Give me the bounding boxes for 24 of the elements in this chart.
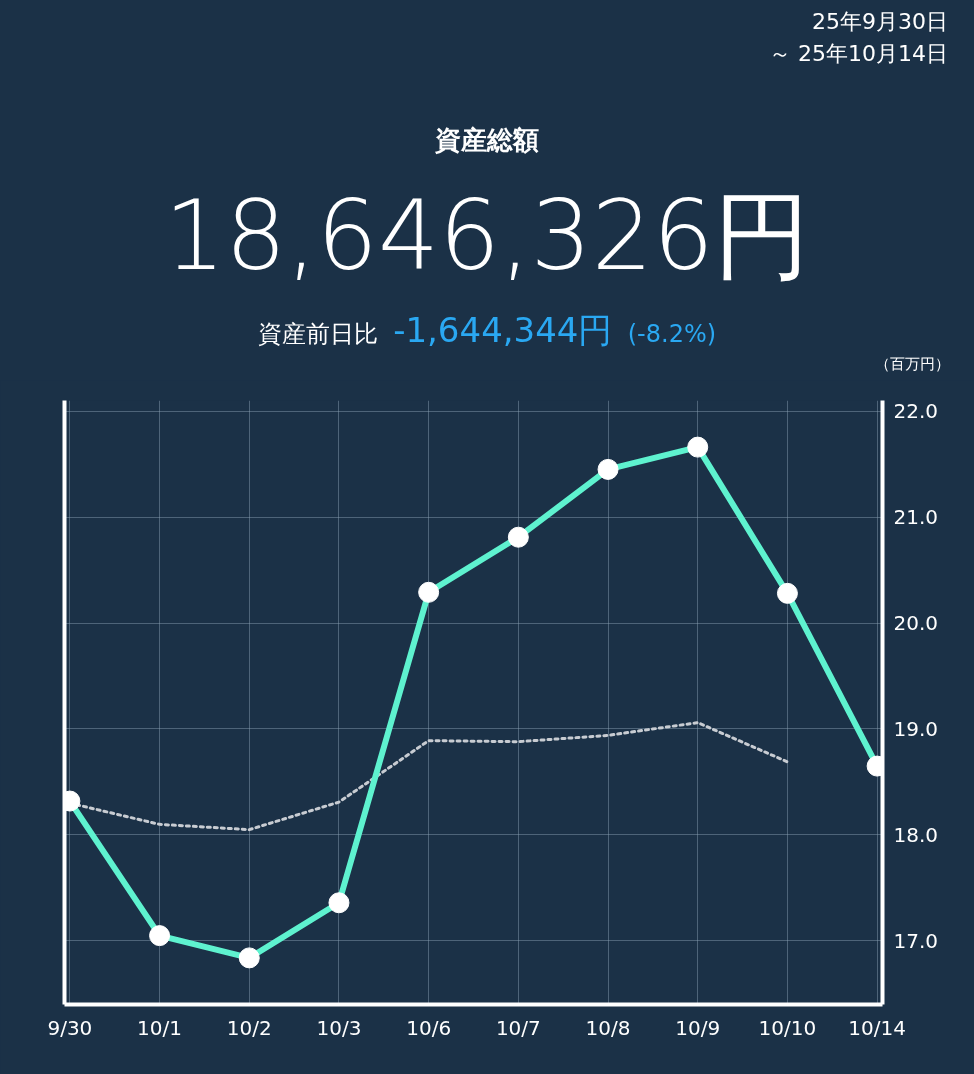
x-tick-label: 10/3 xyxy=(316,1015,362,1040)
text: -1,644,344円 xyxy=(393,310,613,350)
x-tick-label: 10/7 xyxy=(495,1015,541,1040)
x-tick-label: 10/2 xyxy=(226,1015,272,1040)
x-tick-label: 10/10 xyxy=(758,1015,817,1040)
chart-subtitle: 18,646,326円 xyxy=(163,179,811,294)
y-axis-title: （百万円） xyxy=(875,354,950,375)
y-tick-label: 20.0 xyxy=(893,611,939,636)
x-tick-label: 10/6 xyxy=(406,1015,452,1040)
x-tick-label: 10/1 xyxy=(137,1015,183,1040)
x-tick-label: 9/30 xyxy=(47,1015,93,1040)
y-tick-label: 22.0 xyxy=(893,399,939,424)
y-tick-label: 17.0 xyxy=(893,928,939,953)
y-tick-label: 19.0 xyxy=(893,716,939,741)
y-tick-label: 21.0 xyxy=(893,505,939,530)
x-tick-label: 10/14 xyxy=(848,1015,906,1040)
text: 資産前日比 xyxy=(257,320,378,348)
text: 25年9月30日 xyxy=(812,9,948,34)
x-tick-label: 10/9 xyxy=(675,1015,721,1040)
x-tick-label: 10/8 xyxy=(585,1015,631,1040)
text: (-8.2%) xyxy=(627,320,717,348)
chart-title: 資産総額 xyxy=(434,124,540,157)
y-tick-label: 18.0 xyxy=(893,822,939,847)
text: ～ 25年10月14日 xyxy=(769,41,948,66)
